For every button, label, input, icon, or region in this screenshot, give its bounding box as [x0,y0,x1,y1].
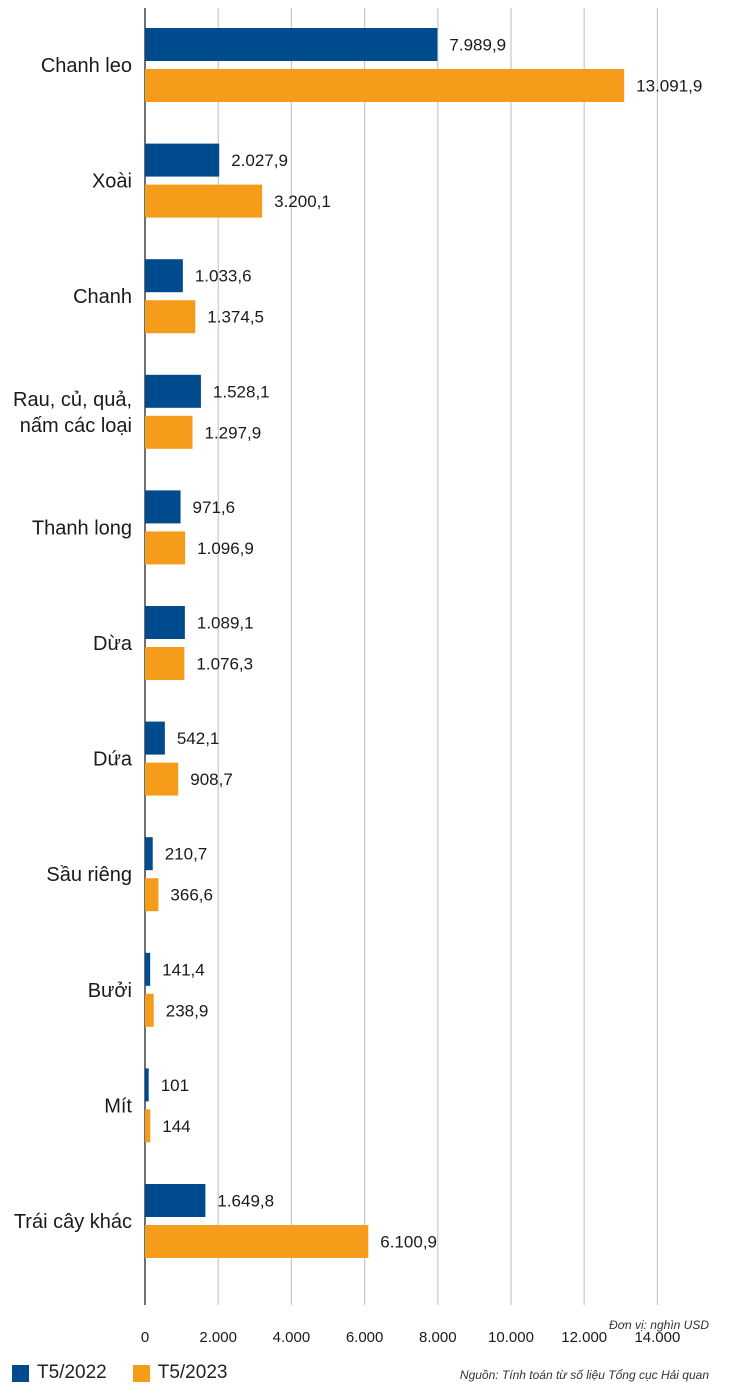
data-label: 1.374,5 [207,308,264,327]
bar-t5-2023 [145,184,263,218]
data-label: 1.076,3 [196,655,253,674]
source-note: Nguồn: Tính toán từ số liệu Tổng cục Hải… [459,1368,709,1382]
data-label: 1.297,9 [205,423,262,442]
bar-t5-2023 [145,531,186,565]
data-label: 101 [161,1076,189,1095]
legend-label-2023: T5/2023 [157,1362,228,1383]
legend-swatch-2022 [12,1364,29,1382]
bar-t5-2023 [145,69,625,102]
x-tick-label: 10.000 [488,1329,534,1346]
data-label: 6.100,9 [380,1233,437,1252]
legend-item-2023: T5/2023 [132,1362,228,1384]
bar-t5-2022 [145,721,165,755]
data-label: 3.200,1 [274,192,331,211]
data-label: 238,9 [166,1001,209,1020]
bar-t5-2022 [145,490,181,524]
labels: 0 2.000 4.000 6.000 8.000 10.000 12.000 14.000 7… [13,36,702,1347]
bar-t5-2023 [145,415,193,449]
category-label: Dừa [93,633,133,655]
bar-t5-2023 [145,993,154,1027]
category-label: Xoài [92,171,132,193]
x-tick-label: 6.000 [346,1329,384,1346]
category-label: Mít [104,1095,132,1117]
bar-t5-2022 [145,952,151,986]
legend-item-2022: T5/2022 [12,1362,107,1384]
category-label: Bưởi [88,980,132,1002]
bar-t5-2022 [145,374,201,408]
x-tick-label: 14.000 [634,1329,680,1346]
data-label: 1.033,6 [195,267,252,286]
data-label: 1.096,9 [197,539,254,558]
data-label: 144 [162,1117,190,1136]
data-label: 210,7 [165,845,208,864]
data-label: 1.528,1 [213,382,270,401]
bar-t5-2023 [145,647,185,680]
x-tick-label: 8.000 [419,1329,457,1346]
legend-label-2022: T5/2022 [37,1362,107,1383]
bars [145,28,625,1258]
legend: T5/2022 T5/2023 [12,1362,227,1384]
data-label: 1.089,1 [197,614,254,633]
data-label: 1.649,8 [217,1192,274,1211]
bar-t5-2022 [145,28,438,61]
data-label: 366,6 [170,886,213,905]
category-label: Chanh leo [41,55,132,77]
bar-t5-2022 [145,606,185,639]
category-label: Thanh long [32,517,132,539]
data-label: 971,6 [193,498,236,517]
x-tick-label: 0 [141,1329,149,1346]
bar-t5-2022 [145,837,153,871]
x-tick-label: 12.000 [561,1329,607,1346]
category-label: Dứa [93,749,133,771]
data-label: 141,4 [162,960,205,979]
bar-t5-2022 [145,259,183,293]
data-label: 908,7 [190,770,233,789]
bar-t5-2023 [145,1225,369,1258]
x-tick-label: 4.000 [273,1329,311,1346]
bar-t5-2022 [145,1184,206,1217]
category-label: Rau, củ, quả, nấm các loại [13,389,132,437]
bar-t5-2023 [145,762,179,796]
data-label: 542,1 [177,729,220,748]
bar-t5-2022 [145,143,220,177]
legend-swatch-2023 [132,1364,150,1382]
bar-t5-2023 [145,300,196,334]
category-label: Trái cây khác [14,1211,132,1233]
gridlines [144,8,659,1305]
bar-t5-2022 [145,1068,149,1102]
unit-note: Đơn vị: nghìn USD [609,1318,709,1332]
category-label: Chanh [73,286,132,308]
bar-t5-2023 [145,878,159,912]
bar-t5-2023 [145,1109,151,1143]
x-tick-label: 2.000 [199,1329,237,1346]
category-label: Sầu riêng [46,864,132,886]
data-label: 2.027,9 [231,151,288,170]
data-label: 13.091,9 [636,77,702,96]
data-label: 7.989,9 [449,36,506,55]
